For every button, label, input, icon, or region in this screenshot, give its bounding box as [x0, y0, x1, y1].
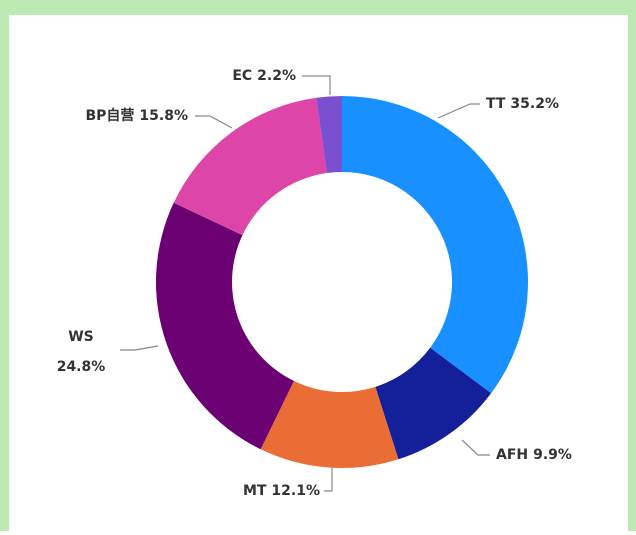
slice [316, 96, 342, 174]
slice-label: EC 2.2% [232, 68, 296, 84]
slice-label: AFH 9.9% [496, 447, 572, 463]
label-value: 15.8% [139, 108, 188, 124]
label-name: EC [232, 68, 252, 84]
slice [342, 96, 528, 394]
label-value: 12.1% [271, 483, 320, 499]
leader-line [437, 103, 480, 119]
label-value: 2.2% [257, 68, 296, 84]
slice [375, 347, 492, 460]
slice-label: MT 12.1% [243, 483, 320, 499]
label-value: 24.8% [57, 359, 106, 375]
label-name: WS [68, 329, 94, 345]
leader-line [195, 115, 233, 129]
label-value: 9.9% [533, 447, 572, 463]
slice [173, 97, 327, 236]
slice [260, 380, 399, 468]
leader-line [120, 345, 159, 351]
label-name: AFH [496, 447, 528, 463]
label-value: 35.2% [510, 96, 559, 112]
leader-line [461, 439, 490, 456]
slice-label: BP自营 15.8% [85, 107, 188, 124]
label-name: BP自营 [85, 107, 134, 124]
slice [155, 202, 294, 450]
slice-label: TT 35.2% [486, 96, 559, 112]
label-name: TT [486, 96, 506, 112]
leader-line [324, 467, 333, 492]
leader-line [302, 75, 331, 95]
label-name: MT [243, 483, 267, 499]
slice-label: WS 24.8% [57, 329, 106, 375]
